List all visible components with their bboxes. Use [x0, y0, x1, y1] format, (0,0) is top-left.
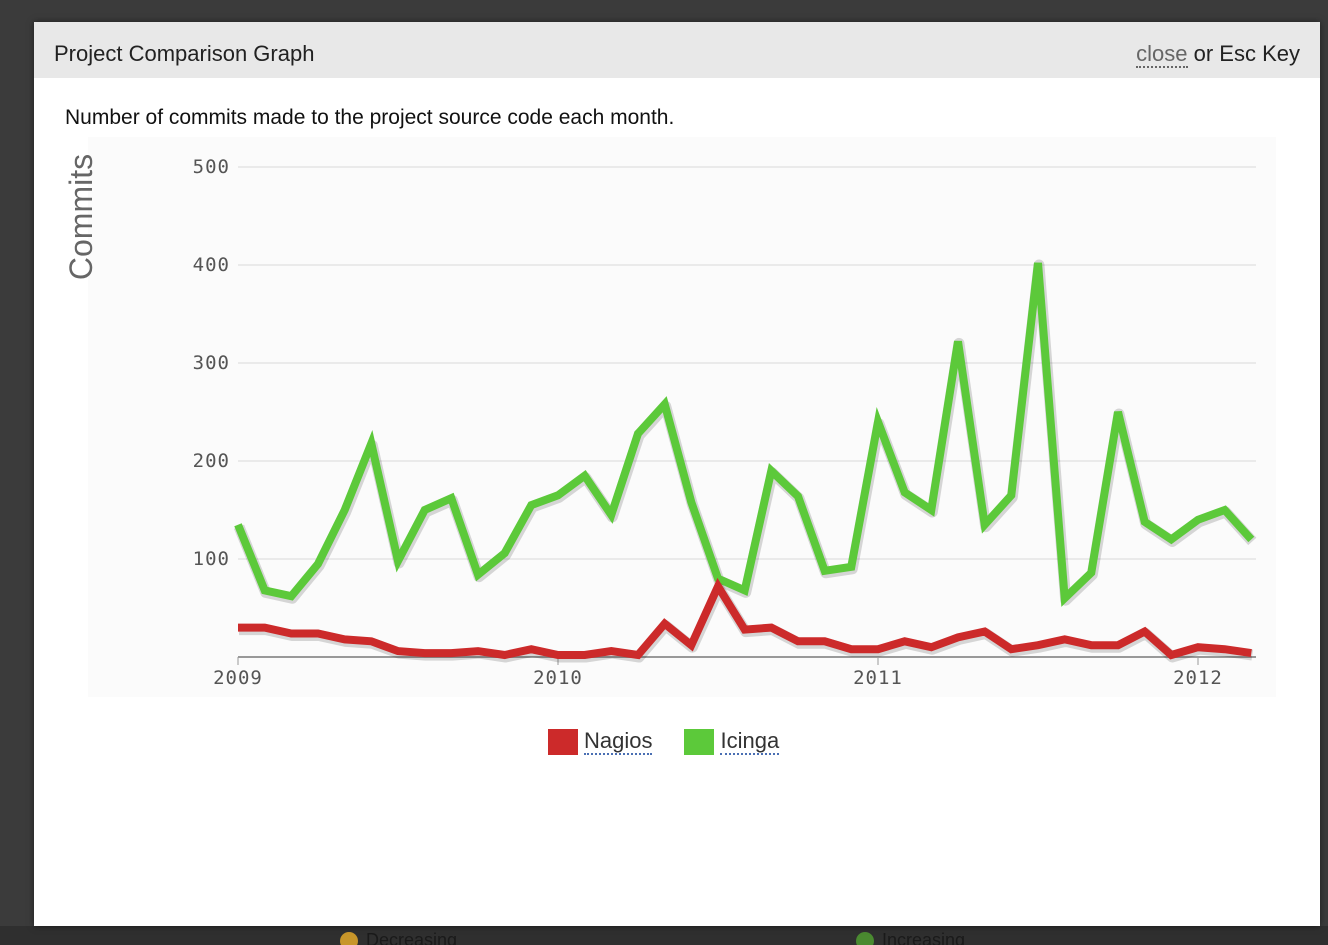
series-line-icinga: [234, 262, 1255, 607]
increasing-indicator: Increasing: [856, 930, 965, 945]
plot-background: [88, 137, 1276, 697]
warning-icon: [340, 931, 358, 945]
x-tick-label-2009: 2009: [213, 667, 263, 689]
y-tick-label-200: 200: [193, 450, 230, 472]
y-tick-label-300: 300: [193, 352, 230, 374]
y-tick-label-500: 500: [193, 156, 230, 178]
x-tick-label-2011: 2011: [853, 667, 903, 689]
page-backdrop: Decreasing Increasing: [0, 926, 1328, 945]
x-tick-label-2010: 2010: [533, 667, 583, 689]
series-line-nagios: [238, 577, 1252, 660]
increasing-label: Increasing: [882, 930, 966, 945]
legend-swatch-icinga: [684, 729, 715, 755]
legend-item-nagios[interactable]: Nagios: [548, 728, 653, 755]
decreasing-label: Decreasing: [366, 930, 458, 945]
x-tick-label-2012: 2012: [1173, 667, 1223, 689]
y-axis-title: Commits: [63, 154, 99, 280]
chart-legend: Nagios Icinga: [548, 727, 780, 757]
y-tick-label-400: 400: [193, 254, 230, 276]
commits-line-chart: 100 200 300 400 500 2009 2010 2011 2012 Commits: [63, 137, 1276, 697]
esc-key-hint: or Esc Key: [1187, 41, 1300, 66]
close-link[interactable]: close: [1136, 41, 1188, 68]
legend-item-icinga[interactable]: Icinga: [684, 728, 780, 755]
legend-label-icinga: Icinga: [720, 728, 780, 755]
modal-header: Project Comparison Graph close or Esc Ke…: [34, 22, 1320, 78]
y-tick-label-100: 100: [193, 548, 230, 570]
decreasing-indicator: Decreasing: [340, 930, 457, 945]
comparison-modal: Project Comparison Graph close or Esc Ke…: [34, 22, 1320, 926]
legend-label-nagios: Nagios: [584, 728, 653, 755]
chart-subtitle: Number of commits made to the project so…: [65, 106, 675, 129]
legend-swatch-nagios: [548, 729, 578, 755]
thumbs-up-icon: [856, 931, 874, 945]
close-instructions: close or Esc Key: [1136, 41, 1300, 68]
modal-title: Project Comparison Graph: [54, 41, 315, 66]
